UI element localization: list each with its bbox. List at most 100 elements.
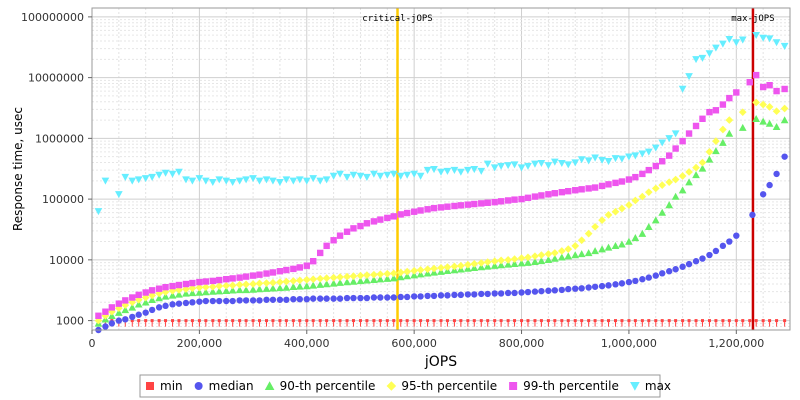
data-point	[102, 323, 109, 330]
data-point	[766, 181, 773, 189]
data-point	[633, 319, 637, 323]
data-point	[611, 155, 620, 163]
data-point	[644, 188, 653, 197]
data-point	[719, 242, 727, 250]
data-point	[271, 319, 275, 323]
data-point	[188, 289, 197, 297]
data-point	[571, 242, 580, 250]
data-point	[202, 297, 210, 305]
data-point	[625, 201, 633, 209]
data-point	[490, 257, 499, 266]
data-point	[681, 319, 685, 323]
data-point	[451, 202, 458, 210]
data-point	[182, 280, 190, 288]
data-point	[263, 270, 270, 277]
data-point	[444, 292, 451, 299]
data-point	[679, 263, 686, 270]
data-point	[647, 319, 651, 323]
data-point	[725, 35, 734, 43]
data-point	[329, 172, 338, 180]
data-point	[269, 284, 277, 292]
data-point	[459, 319, 463, 323]
data-point	[493, 319, 497, 323]
data-point	[738, 108, 747, 116]
data-point	[513, 319, 517, 323]
data-point	[719, 101, 727, 108]
data-point	[517, 259, 526, 267]
data-point	[209, 277, 217, 285]
data-point	[712, 247, 720, 255]
data-point	[781, 153, 788, 160]
data-point	[316, 274, 325, 283]
data-point	[531, 252, 539, 261]
data-point	[155, 285, 163, 292]
data-point	[659, 270, 666, 277]
data-point	[618, 280, 626, 287]
data-point	[349, 272, 358, 280]
data-point	[644, 148, 653, 156]
data-point	[706, 108, 713, 116]
data-point	[565, 187, 572, 195]
data-point	[242, 273, 250, 280]
data-point	[201, 177, 210, 185]
data-point	[607, 319, 611, 323]
data-point	[544, 256, 553, 264]
data-point	[526, 319, 530, 323]
data-point	[416, 270, 425, 278]
data-point	[772, 107, 781, 116]
data-point	[164, 319, 168, 323]
data-point	[188, 284, 197, 293]
data-point	[269, 278, 277, 287]
data-point	[242, 280, 250, 289]
legend-item: min	[146, 379, 183, 393]
data-point	[773, 87, 780, 95]
data-point	[471, 200, 478, 208]
data-point	[202, 278, 210, 285]
data-point	[678, 172, 687, 180]
data-point	[302, 282, 311, 290]
data-point	[224, 319, 228, 323]
data-point	[236, 297, 243, 304]
data-point	[322, 280, 331, 288]
data-point	[249, 175, 257, 183]
data-point	[255, 177, 264, 185]
data-point	[749, 211, 756, 219]
data-point	[276, 178, 284, 187]
data-point	[632, 277, 639, 285]
data-point	[665, 201, 674, 209]
legend-label: min	[160, 379, 183, 393]
data-point	[593, 319, 597, 323]
data-point	[667, 319, 671, 323]
data-point	[571, 251, 580, 259]
data-point	[383, 274, 392, 282]
data-point	[706, 251, 713, 259]
data-point	[727, 319, 731, 323]
data-point	[531, 257, 539, 265]
series-99-th-percentile	[95, 71, 788, 319]
data-point	[134, 295, 143, 304]
data-point	[410, 293, 418, 300]
data-point	[412, 319, 416, 323]
data-point	[557, 247, 566, 255]
data-point	[318, 319, 322, 323]
data-point	[377, 294, 384, 301]
data-point	[389, 274, 398, 282]
data-point	[229, 297, 236, 305]
data-point	[531, 193, 539, 200]
data-point	[201, 283, 210, 292]
data-point	[356, 271, 365, 280]
data-point	[397, 293, 404, 301]
data-point	[572, 285, 579, 292]
data-point	[445, 319, 449, 323]
data-point	[538, 192, 545, 199]
data-point	[430, 166, 438, 174]
data-point	[195, 283, 204, 292]
data-point	[504, 289, 512, 297]
data-point	[377, 216, 384, 223]
data-point	[566, 319, 570, 323]
data-point	[336, 232, 344, 239]
data-point	[618, 155, 626, 163]
data-point	[483, 258, 492, 266]
data-point	[208, 178, 217, 187]
grid-lines	[91, 8, 791, 331]
